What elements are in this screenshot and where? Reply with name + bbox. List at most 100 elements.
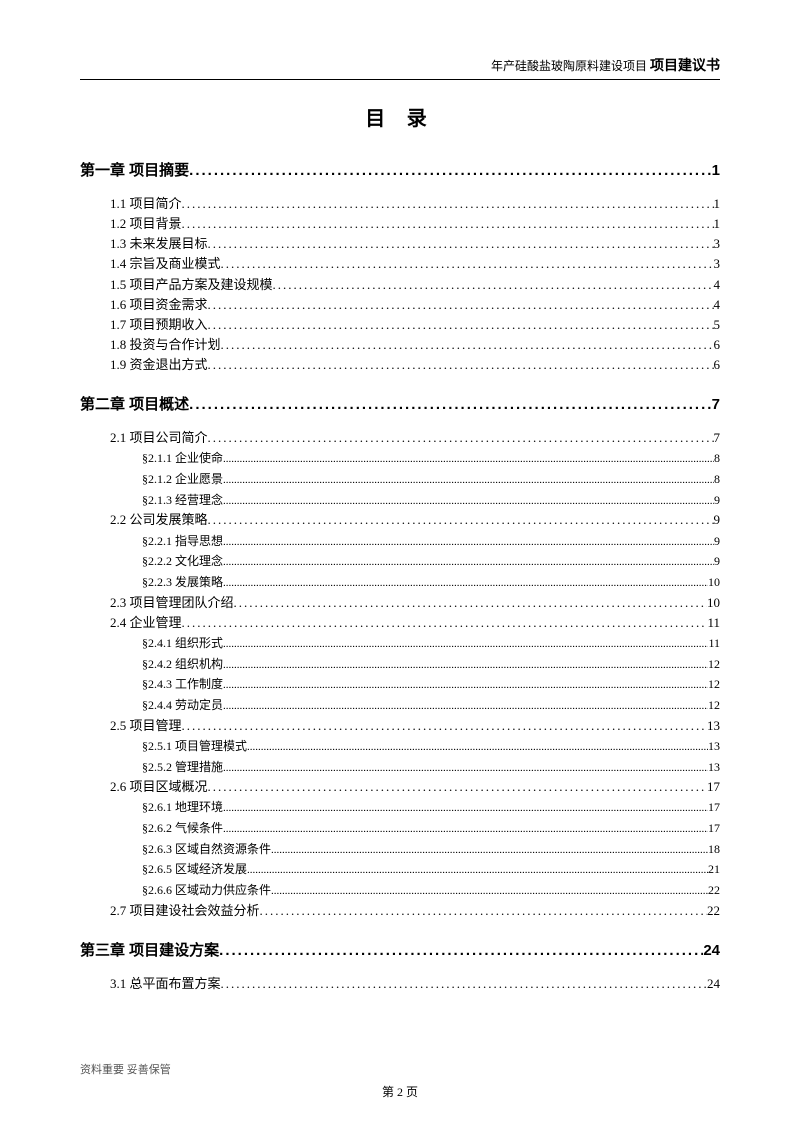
toc-dot-leader: ........................................… — [208, 355, 714, 375]
toc-section: 1.7 项目预期收入 .............................… — [80, 315, 720, 335]
toc-entry-label: 3.1 总平面布置方案 — [110, 974, 221, 994]
toc-entry-label: §2.1.3 经营理念 — [142, 490, 223, 510]
toc-entry-label: 1.7 项目预期收入 — [110, 315, 208, 335]
toc-dot-leader: ........................................… — [234, 593, 707, 613]
toc-section: 1.6 项目资金需求 .............................… — [80, 295, 720, 315]
page-footer: 资料重要 妥善保管 第 2 页 — [80, 1061, 720, 1100]
toc-dot-leader: ........................................… — [260, 901, 707, 921]
toc-entry-label: §2.2.3 发展策略 — [142, 572, 223, 592]
toc-entry-label: 第三章 项目建设方案 — [80, 939, 219, 960]
toc-section: 2.6 项目区域概况 .............................… — [80, 777, 720, 797]
toc-entry-label: §2.6.1 地理环境 — [142, 797, 223, 817]
toc-entry-label: §2.1.2 企业愿景 — [142, 469, 223, 489]
toc-section: 1.8 投资与合作计划 ............................… — [80, 335, 720, 355]
toc-chapter: 第三章 项目建设方案 .............................… — [80, 939, 720, 960]
footer-page-number: 第 2 页 — [80, 1083, 720, 1100]
toc-entry-label: §2.6.2 气候条件 — [142, 818, 223, 838]
toc-entry-label: 1.1 项目简介 — [110, 194, 182, 214]
toc-chapter: 第一章 项目摘要 ...............................… — [80, 159, 720, 180]
toc-dot-leader: ........................................… — [223, 574, 708, 593]
toc-subsection: §2.4.2 组织机构 ............................… — [80, 654, 720, 675]
toc-entry-page: 13 — [708, 757, 720, 777]
toc-section: 1.9 资金退出方式 .............................… — [80, 355, 720, 375]
toc-entry-label: §2.4.4 劳动定员 — [142, 695, 223, 715]
toc-entry-label: 2.1 项目公司简介 — [110, 428, 208, 448]
footer-note: 资料重要 妥善保管 — [80, 1061, 720, 1077]
toc-entry-page: 6 — [714, 355, 721, 375]
toc-title: 目 录 — [80, 102, 720, 131]
header-title: 项目建议书 — [650, 59, 720, 74]
toc-dot-leader: ........................................… — [247, 738, 708, 757]
toc-dot-leader: ........................................… — [223, 450, 714, 469]
toc-entry-label: 第二章 项目概述 — [80, 393, 189, 414]
toc-entry-page: 17 — [708, 797, 720, 817]
toc-subsection: §2.4.4 劳动定员 ............................… — [80, 695, 720, 716]
toc-dot-leader: ........................................… — [182, 613, 708, 633]
toc-dot-leader: ........................................… — [223, 820, 708, 839]
toc-dot-leader: ........................................… — [208, 234, 714, 254]
toc-entry-page: 12 — [708, 654, 720, 674]
toc-entry-page: 8 — [714, 448, 720, 468]
toc-entry-label: 2.3 项目管理团队介绍 — [110, 593, 234, 613]
toc-dot-leader: ........................................… — [208, 777, 707, 797]
toc-entry-label: §2.2.1 指导思想 — [142, 531, 223, 551]
toc-entry-page: 18 — [708, 839, 720, 859]
toc-entry-label: 2.6 项目区域概况 — [110, 777, 208, 797]
toc-entry-page: 9 — [714, 490, 720, 510]
toc-dot-leader: ........................................… — [208, 428, 714, 448]
toc-entry-page: 1 — [712, 162, 720, 179]
toc-subsection: §2.6.3 区域自然资源条件 ........................… — [80, 839, 720, 860]
toc-entry-label: 1.5 项目产品方案及建设规模 — [110, 275, 273, 295]
toc-entry-page: 11 — [708, 633, 720, 653]
toc-subsection: §2.4.1 组织形式 ............................… — [80, 633, 720, 654]
toc-subsection: §2.5.2 管理措施 ............................… — [80, 757, 720, 778]
toc-section: 2.4 企业管理 ...............................… — [80, 613, 720, 633]
toc-entry-label: 1.4 宗旨及商业模式 — [110, 254, 221, 274]
toc-dot-leader: ........................................… — [208, 315, 714, 335]
toc-section: 2.7 项目建设社会效益分析 .........................… — [80, 901, 720, 921]
toc-section: 2.5 项目管理 ...............................… — [80, 716, 720, 736]
toc-entry-label: 1.6 项目资金需求 — [110, 295, 208, 315]
toc-dot-leader: ........................................… — [223, 635, 708, 654]
toc-dot-leader: ........................................… — [247, 861, 708, 880]
document-header: 年产硅酸盐玻陶原料建设项目 项目建议书 — [80, 55, 720, 80]
toc-dot-leader: ........................................… — [221, 335, 714, 355]
toc-entry-label: §2.1.1 企业使命 — [142, 448, 223, 468]
toc-entry-label: 1.2 项目背景 — [110, 214, 182, 234]
toc-entry-page: 3 — [714, 234, 721, 254]
header-prefix: 年产硅酸盐玻陶原料建设项目 — [491, 59, 650, 73]
toc-dot-leader: ........................................… — [223, 656, 708, 675]
toc-section: 1.2 项目背景 ...............................… — [80, 214, 720, 234]
toc-entry-page: 13 — [707, 716, 720, 736]
toc-subsection: §2.1.2 企业愿景 ............................… — [80, 469, 720, 490]
toc-entry-label: §2.5.1 项目管理模式 — [142, 736, 247, 756]
toc-subsection: §2.1.3 经营理念 ............................… — [80, 490, 720, 511]
toc-dot-leader: ........................................… — [223, 492, 714, 511]
toc-chapter-block: 第三章 项目建设方案 .............................… — [80, 939, 720, 994]
toc-subsection: §2.2.1 指导思想 ............................… — [80, 531, 720, 552]
toc-dot-leader: ........................................… — [182, 716, 707, 736]
toc-dot-leader: ........................................… — [223, 676, 708, 695]
toc-entry-page: 10 — [707, 593, 720, 613]
toc-entry-label: §2.4.1 组织形式 — [142, 633, 223, 653]
toc-section: 2.2 公司发展策略 .............................… — [80, 510, 720, 530]
toc-chapter-block: 第一章 项目摘要 ...............................… — [80, 159, 720, 375]
toc-entry-page: 1 — [714, 194, 721, 214]
toc-entry-label: 1.8 投资与合作计划 — [110, 335, 221, 355]
toc-entry-page: 10 — [708, 572, 720, 592]
toc-entry-page: 4 — [714, 275, 721, 295]
toc-dot-leader: ........................................… — [223, 759, 708, 778]
toc-entry-page: 9 — [714, 551, 720, 571]
toc-entry-page: 9 — [714, 531, 720, 551]
toc-entry-label: 2.4 企业管理 — [110, 613, 182, 633]
toc-entry-page: 12 — [708, 695, 720, 715]
toc-entry-page: 1 — [714, 214, 721, 234]
toc-dot-leader: ........................................… — [182, 194, 714, 214]
toc-dot-leader: ........................................… — [271, 882, 708, 901]
toc-entry-page: 21 — [708, 859, 720, 879]
toc-entry-label: §2.2.2 文化理念 — [142, 551, 223, 571]
toc-subsection: §2.2.2 文化理念 ............................… — [80, 551, 720, 572]
toc-dot-leader: ........................................… — [208, 295, 714, 315]
toc-subsection: §2.2.3 发展策略 ............................… — [80, 572, 720, 593]
toc-dot-leader: ........................................… — [221, 254, 714, 274]
